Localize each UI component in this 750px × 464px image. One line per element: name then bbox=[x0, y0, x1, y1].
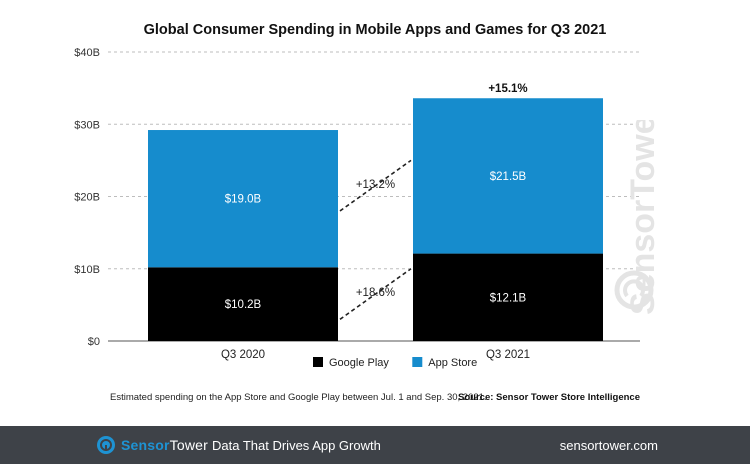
bars-layer bbox=[148, 98, 603, 341]
footer-tagline: Data That Drives App Growth bbox=[212, 438, 381, 453]
labels-layer: $10.2B $19.0B Q3 2020 $12.1B $21.5B Q3 2021 +1… bbox=[221, 83, 530, 361]
growth-label-total: +15.1% bbox=[488, 83, 527, 95]
bar-google-play bbox=[413, 253, 603, 341]
legend-label: App Store bbox=[428, 357, 477, 369]
y-tick-label: $40B bbox=[74, 47, 100, 59]
legend-label: Google Play bbox=[329, 357, 389, 369]
x-tick-label: Q3 2020 bbox=[221, 349, 265, 361]
data-label: $21.5B bbox=[490, 171, 527, 183]
source-note: Source: Sensor Tower Store Intelligence bbox=[458, 392, 640, 403]
connector-app-store bbox=[339, 159, 412, 212]
data-label: $10.2B bbox=[225, 299, 262, 311]
y-tick-label: $0 bbox=[88, 336, 100, 348]
growth-label-google-play: +18.6% bbox=[356, 287, 395, 299]
bar-google-play bbox=[148, 267, 338, 341]
watermark-logo-icon bbox=[614, 270, 654, 310]
footer-url[interactable]: sensortower.com bbox=[559, 438, 658, 453]
footer-brand: SensorTower bbox=[121, 437, 208, 453]
footer-brand-part2: Tower bbox=[169, 437, 209, 453]
data-label: $19.0B bbox=[225, 194, 262, 206]
y-tick-label: $10B bbox=[74, 264, 100, 276]
growth-label-app-store: +13.2% bbox=[356, 179, 395, 191]
bar-app-store bbox=[413, 98, 603, 254]
connector-google-play bbox=[339, 268, 412, 320]
legend-swatch bbox=[412, 357, 423, 367]
legend-swatch bbox=[313, 357, 323, 367]
bar-app-store bbox=[148, 130, 338, 268]
sensortower-watermark: SensorTower bbox=[614, 120, 662, 315]
footer-brand-part1: Sensor bbox=[121, 437, 170, 453]
sensortower-logo-icon bbox=[97, 436, 115, 454]
chart-title: Global Consumer Spending in Mobile Apps … bbox=[143, 22, 607, 38]
footer-bar: SensorTower Data That Drives App Growth … bbox=[0, 426, 750, 464]
y-tick-label: $30B bbox=[74, 119, 100, 131]
x-tick-label: Q3 2021 bbox=[486, 349, 530, 361]
grid-layer: $0 $10B $20B $30B $40B bbox=[74, 47, 640, 348]
legend-layer: Google Play App Store bbox=[313, 357, 477, 369]
y-tick-label: $20B bbox=[74, 192, 100, 204]
footnote: Estimated spending on the App Store and … bbox=[110, 392, 487, 403]
data-label: $12.1B bbox=[490, 292, 527, 304]
